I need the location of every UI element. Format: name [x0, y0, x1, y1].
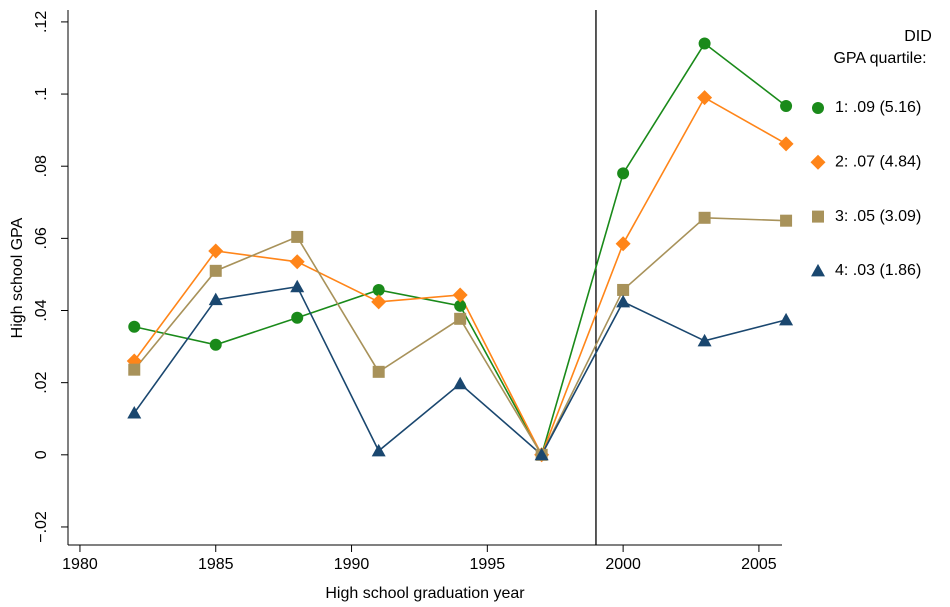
marker — [290, 279, 305, 293]
marker — [291, 230, 304, 243]
marker — [128, 363, 141, 376]
marker — [780, 99, 793, 112]
marker — [780, 214, 793, 227]
x-tick-label: 2005 — [741, 556, 777, 573]
legend-label: 1: .09 (5.16) — [835, 99, 921, 116]
marker — [291, 311, 304, 324]
y-tick-label: .12 — [33, 11, 50, 33]
y-tick-label: −.02 — [33, 511, 50, 543]
marker — [454, 312, 467, 325]
marker — [208, 292, 223, 306]
marker — [697, 333, 712, 347]
marker — [209, 338, 222, 351]
marker — [812, 102, 824, 114]
x-tick-label: 1980 — [62, 556, 98, 573]
marker — [812, 210, 824, 223]
marker — [209, 264, 222, 277]
x-tick-label: 2000 — [605, 556, 641, 573]
x-tick-label: 1985 — [198, 556, 234, 573]
marker — [452, 287, 468, 303]
marker — [810, 154, 826, 170]
x-axis-title: High school graduation year — [325, 585, 525, 602]
marker — [371, 294, 387, 310]
marker — [617, 283, 630, 296]
marker — [453, 376, 468, 390]
marker — [779, 312, 794, 326]
legend-label: 3: .05 (3.09) — [835, 208, 921, 225]
y-tick-label: 0 — [33, 450, 50, 459]
marker — [372, 283, 385, 296]
legend-label: 2: .07 (4.84) — [835, 154, 921, 171]
marker — [208, 243, 224, 259]
y-tick-label: .04 — [33, 299, 50, 321]
marker — [697, 90, 713, 106]
y-tick-label: .02 — [33, 371, 50, 393]
marker — [372, 365, 385, 378]
marker — [615, 236, 631, 252]
legend-label: 4: .03 (1.86) — [835, 262, 921, 279]
x-tick-label: 1995 — [470, 556, 506, 573]
y-tick-label: .1 — [33, 87, 50, 100]
x-tick-label: 1990 — [334, 556, 370, 573]
marker — [616, 294, 631, 308]
marker — [698, 37, 711, 50]
marker — [128, 320, 141, 333]
legend-title: DID — [904, 28, 932, 45]
legend-subtitle: GPA quartile: — [833, 50, 926, 67]
y-axis-title: High school GPA — [9, 217, 26, 338]
marker — [778, 136, 794, 152]
marker — [534, 447, 549, 461]
marker — [811, 263, 825, 277]
marker — [371, 443, 386, 457]
y-tick-label: .08 — [33, 155, 50, 177]
marker — [127, 405, 142, 419]
y-tick-label: .06 — [33, 227, 50, 249]
marker — [454, 299, 467, 312]
marker — [289, 254, 305, 270]
marker — [617, 167, 630, 180]
marker — [698, 211, 711, 224]
